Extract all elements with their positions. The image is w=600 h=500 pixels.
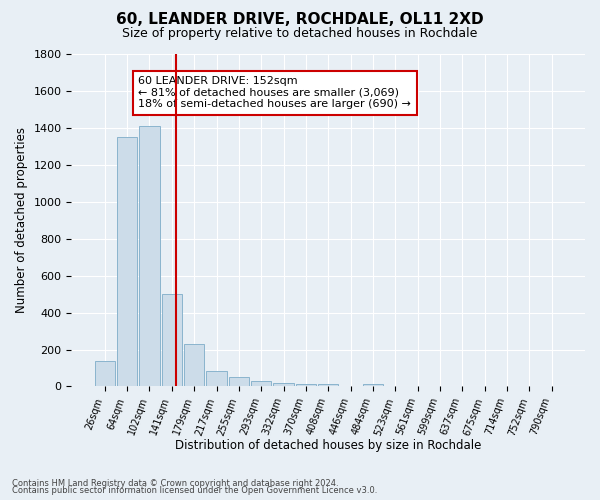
Bar (296, 384, 316, 386)
Bar (251, 381, 271, 386)
Bar (95, 360, 115, 386)
Text: Size of property relative to detached houses in Rochdale: Size of property relative to detached ho… (122, 28, 478, 40)
Y-axis label: Number of detached properties: Number of detached properties (15, 127, 28, 313)
Bar (139, 126, 160, 386)
Text: Contains HM Land Registry data © Crown copyright and database right 2024.: Contains HM Land Registry data © Crown c… (12, 478, 338, 488)
Bar (117, 137, 137, 386)
Bar (184, 344, 204, 387)
X-axis label: Distribution of detached houses by size in Rochdale: Distribution of detached houses by size … (175, 440, 481, 452)
Text: 60 LEANDER DRIVE: 152sqm
← 81% of detached houses are smaller (3,069)
18% of sem: 60 LEANDER DRIVE: 152sqm ← 81% of detach… (139, 76, 411, 110)
Text: Contains public sector information licensed under the Open Government Licence v3: Contains public sector information licen… (12, 486, 377, 495)
Bar (162, 294, 182, 386)
Bar (274, 383, 293, 386)
Bar (363, 384, 383, 386)
Bar (229, 377, 249, 386)
Text: 60, LEANDER DRIVE, ROCHDALE, OL11 2XD: 60, LEANDER DRIVE, ROCHDALE, OL11 2XD (116, 12, 484, 28)
Bar (206, 371, 227, 386)
Bar (318, 384, 338, 386)
